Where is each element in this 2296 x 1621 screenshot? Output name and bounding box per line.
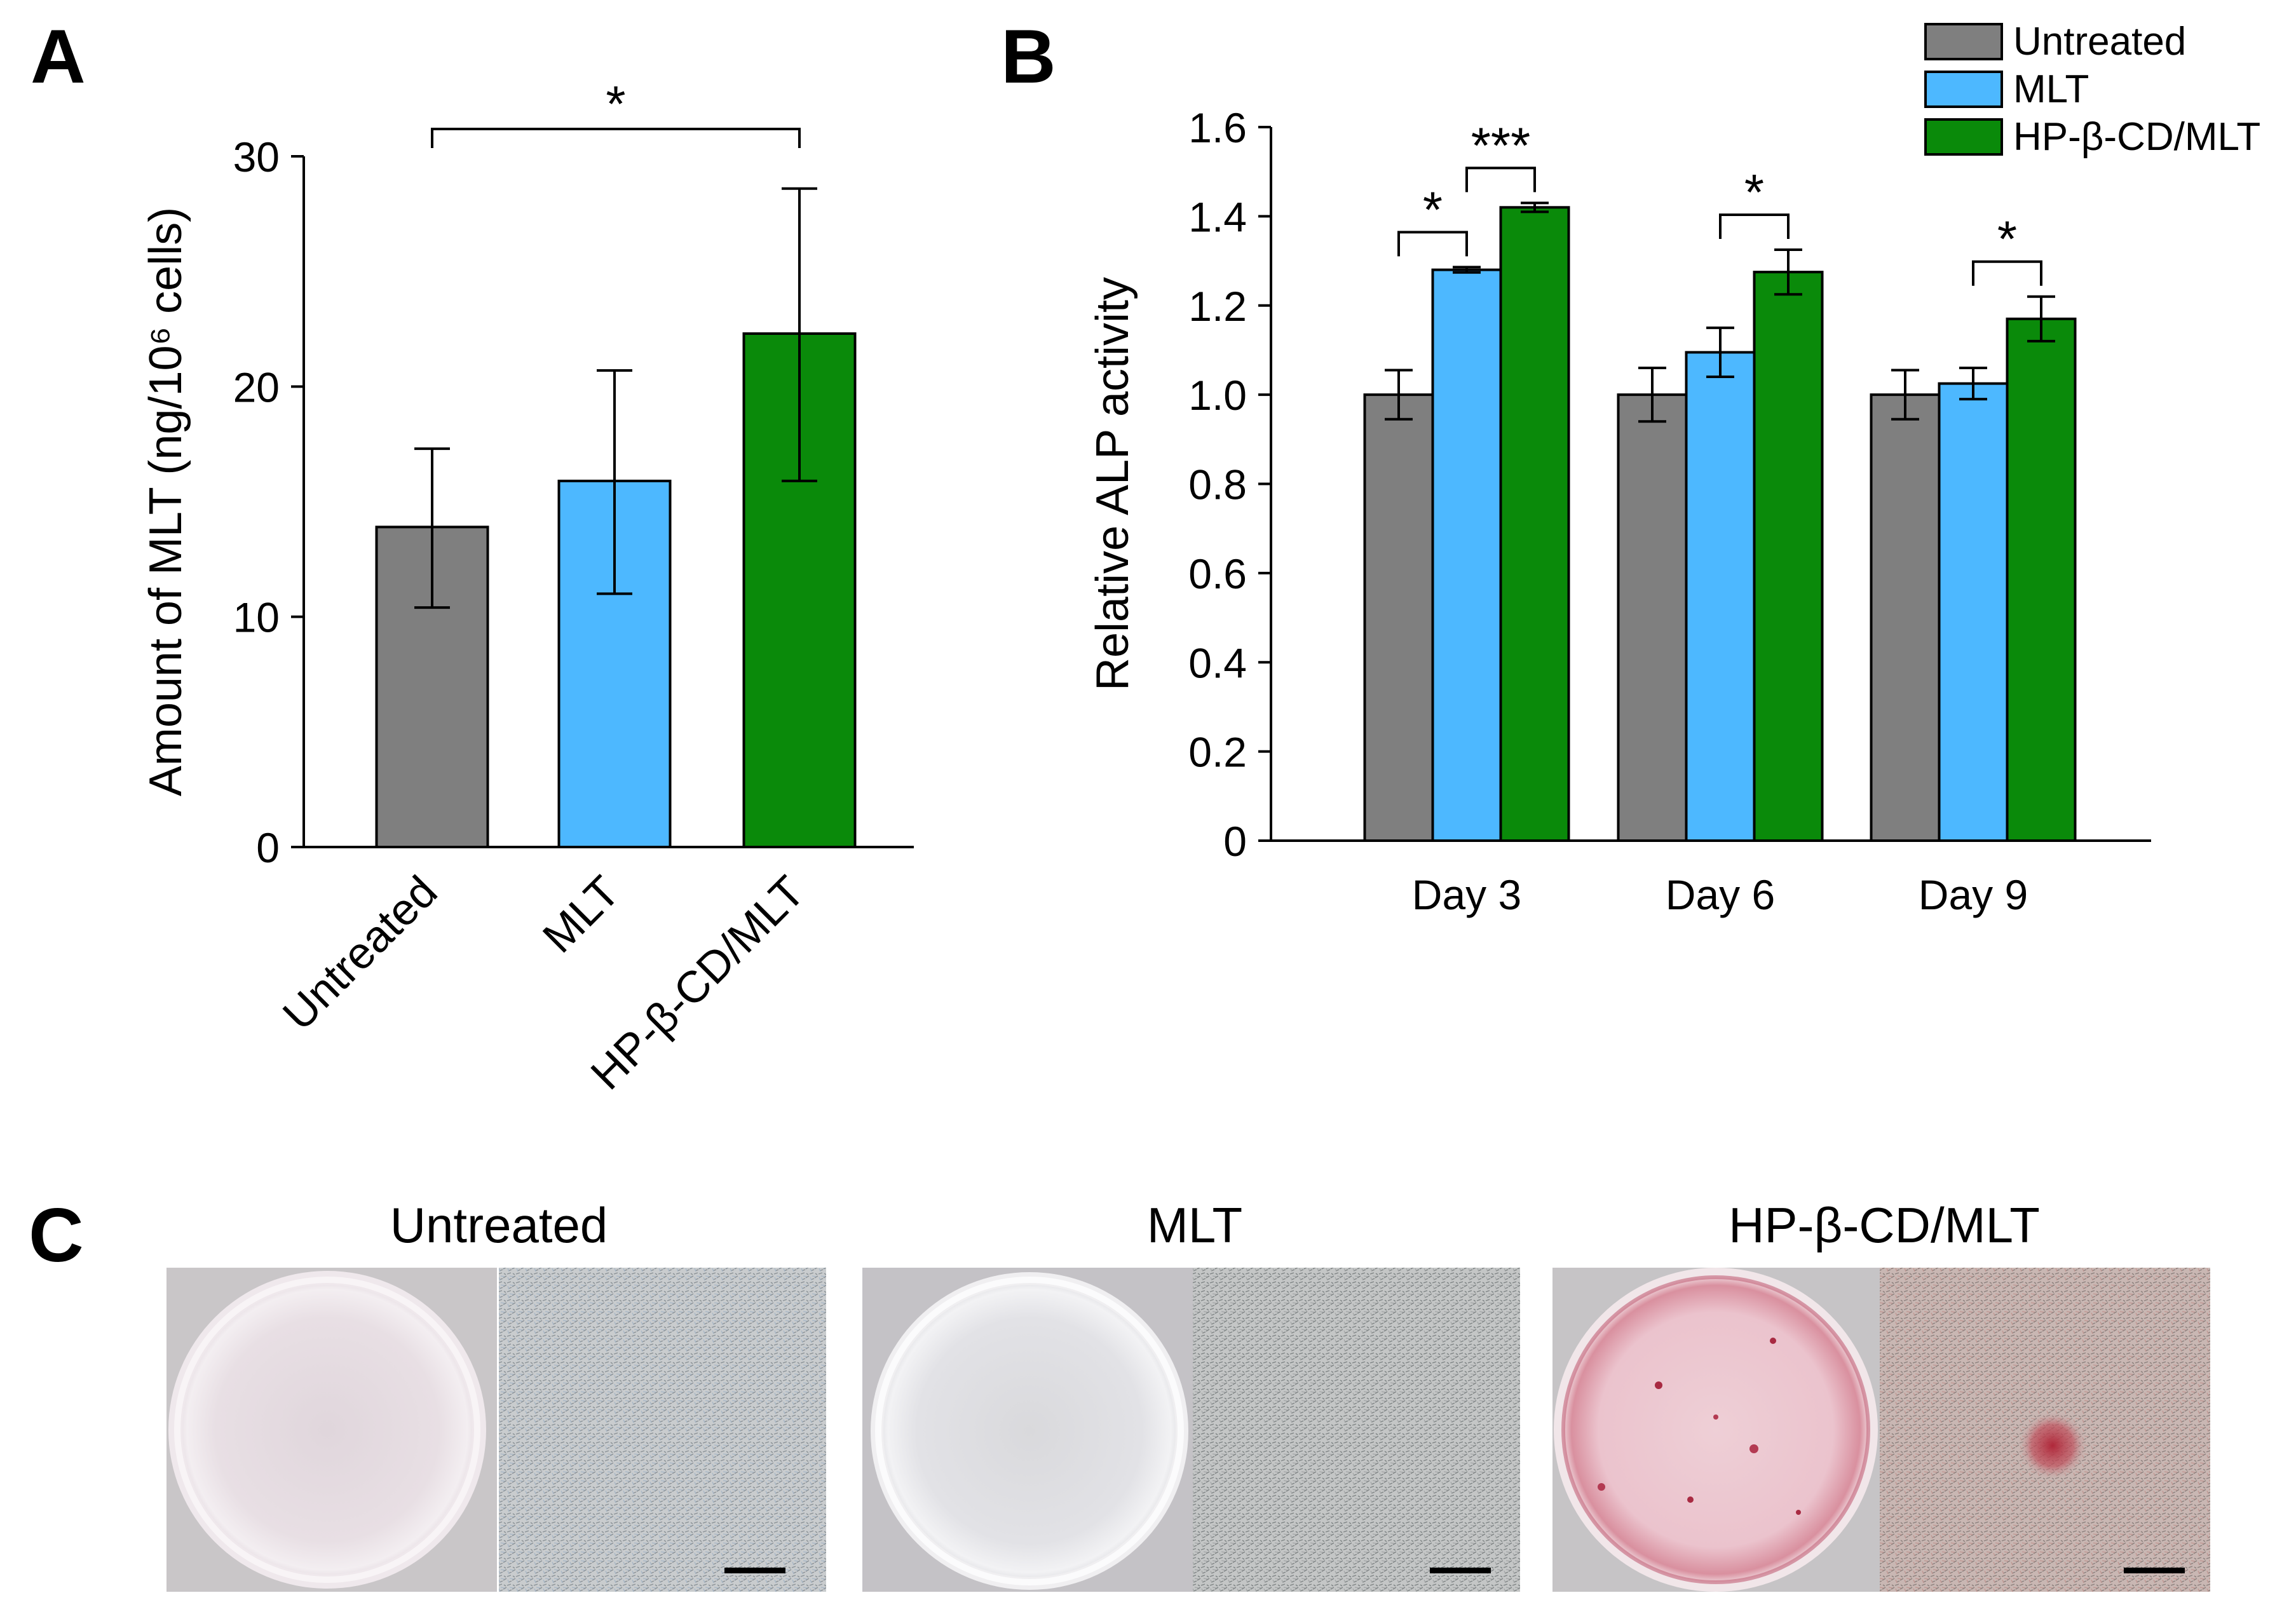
b-ytick-label: 1.2 — [1188, 283, 1247, 330]
b-sig-bracket — [1397, 231, 1468, 257]
panel-c-title-untreated: Untreated — [390, 1197, 608, 1253]
b-bar — [1617, 393, 1688, 842]
b-ytick-label: 0.6 — [1188, 550, 1247, 597]
b-bar — [1363, 393, 1434, 842]
a-category-label: Untreated — [273, 866, 447, 1040]
scale-bar-hp — [2124, 1568, 2185, 1573]
micrograph-hp-nodule — [2018, 1411, 2088, 1481]
b-ytick-label: 0.8 — [1188, 461, 1247, 508]
b-bar — [1938, 382, 2009, 842]
b-category-label: Day 6 — [1666, 871, 1775, 918]
panel-label-c: C — [29, 1193, 84, 1278]
b-ytick-label: 1.6 — [1188, 104, 1247, 151]
a-ytick-label: 0 — [256, 824, 280, 871]
micrograph-mlt — [1193, 1268, 1520, 1592]
micrograph-untreated — [499, 1268, 826, 1592]
a-ytick-label: 30 — [233, 133, 280, 180]
b-ylabel: Relative ALP activity — [1087, 277, 1138, 691]
b-ytick-label: 1.0 — [1188, 372, 1247, 419]
well-photo-mlt — [862, 1268, 1193, 1592]
a-ytick-label: 20 — [233, 363, 280, 410]
chart-b: 0 0.2 0.4 0.6 0.8 1.0 1.2 1.4 1.6 Relative ALP ac… — [1087, 20, 2260, 918]
well-photo-hp — [1552, 1268, 1880, 1592]
b-legend-label: MLT — [2013, 67, 2089, 111]
panel-c-title-hp: HP-β-CD/MLT — [1729, 1197, 2040, 1253]
a-sig-bracket — [431, 128, 801, 148]
a-ylabel: Amount of MLT (ng/10⁶ cells) — [140, 207, 191, 796]
well-photo-untreated — [166, 1268, 497, 1592]
b-bar — [1499, 206, 1570, 842]
b-ytick-label: 1.4 — [1188, 193, 1247, 240]
b-bar — [2006, 317, 2077, 842]
scale-bar-untreated — [724, 1568, 785, 1573]
b-sig-label: *** — [1471, 117, 1530, 173]
scale-bar-mlt — [1430, 1568, 1491, 1573]
b-category-label: Day 9 — [1919, 871, 2028, 918]
b-sig-bracket — [1972, 260, 2042, 286]
a-ytick-label: 10 — [233, 594, 280, 641]
b-legend-swatch — [1924, 118, 2003, 156]
chart-a: 0 10 20 30 Amount of MLT (ng/10⁶ cells) Untre… — [140, 76, 914, 1099]
b-sig-label: * — [1423, 181, 1443, 238]
b-bar — [1431, 268, 1502, 843]
a-sig-label: * — [606, 76, 625, 132]
b-category-label: Day 3 — [1412, 871, 1521, 918]
b-ytick-label: 0.2 — [1188, 729, 1247, 776]
b-legend-label: Untreated — [2013, 20, 2186, 64]
b-bar — [1870, 393, 1941, 842]
b-legend-label: HP-β-CD/MLT — [2013, 115, 2260, 159]
b-ytick-label: 0 — [1223, 818, 1247, 865]
panel-c-title-mlt: MLT — [1147, 1197, 1242, 1253]
b-sig-bracket — [1719, 214, 1790, 240]
b-bar — [1753, 271, 1824, 842]
b-bar — [1685, 351, 1756, 842]
b-sig-label: * — [1744, 164, 1764, 220]
b-sig-bracket — [1465, 166, 1536, 193]
b-legend-swatch — [1924, 23, 2003, 60]
panel-c-images: Untreated MLT HP-β-CD/MLT — [166, 1197, 2210, 1592]
b-ytick-label: 0.4 — [1188, 639, 1247, 686]
panel-label-a: A — [31, 14, 86, 99]
b-legend-swatch — [1924, 71, 2003, 108]
a-category-label: MLT — [533, 866, 628, 961]
b-sig-label: * — [1997, 211, 2017, 268]
panel-label-b: B — [1001, 14, 1056, 99]
